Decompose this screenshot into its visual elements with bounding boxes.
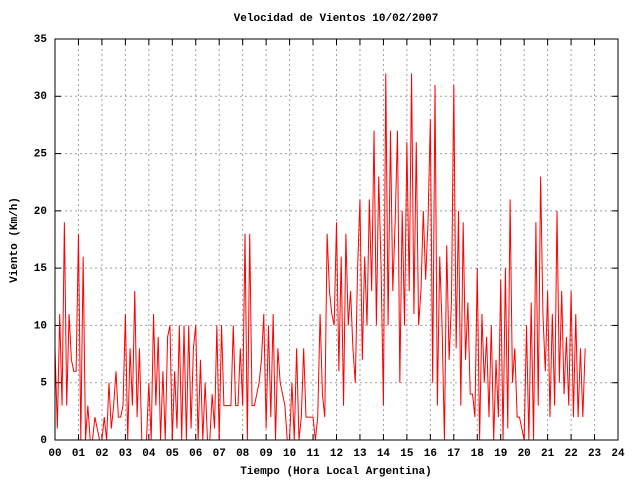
x-tick-label: 05	[166, 448, 180, 460]
x-tick-label: 10	[283, 448, 296, 460]
x-tick-label: 17	[447, 448, 460, 460]
x-tick-label: 03	[119, 448, 133, 460]
x-tick-label: 23	[588, 448, 602, 460]
x-tick-label: 01	[72, 448, 86, 460]
x-tick-label: 09	[260, 448, 273, 460]
x-tick-label: 08	[236, 448, 250, 460]
y-tick-label: 10	[34, 320, 47, 332]
x-tick-label: 18	[471, 448, 485, 460]
chart-title: Velocidad de Vientos 10/02/2007	[234, 13, 439, 25]
x-tick-label: 21	[541, 448, 555, 460]
x-tick-label: 13	[353, 448, 367, 460]
x-tick-label: 15	[400, 448, 414, 460]
x-tick-label: 06	[189, 448, 202, 460]
y-tick-label: 20	[34, 206, 47, 218]
x-tick-label: 07	[213, 448, 226, 460]
y-tick-label: 35	[34, 34, 48, 46]
y-axis-label: Viento (Km/h)	[9, 197, 21, 283]
y-tick-label: 30	[34, 91, 47, 103]
y-tick-label: 5	[40, 378, 47, 390]
x-tick-label: 24	[611, 448, 625, 460]
x-tick-label: 04	[142, 448, 156, 460]
x-tick-label: 02	[95, 448, 108, 460]
x-axis-label: Tiempo (Hora Local Argentina)	[240, 466, 431, 478]
x-tick-label: 14	[377, 448, 391, 460]
y-tick-label: 15	[34, 263, 48, 275]
x-tick-label: 19	[494, 448, 507, 460]
x-tick-label: 11	[306, 448, 320, 460]
x-tick-label: 12	[330, 448, 343, 460]
plot-frame	[54, 38, 619, 441]
y-tick-label: 25	[34, 148, 48, 160]
x-tick-label: 20	[518, 448, 531, 460]
x-tick-label: 00	[48, 448, 61, 460]
x-tick-label: 22	[564, 448, 577, 460]
x-tick-label: 16	[424, 448, 437, 460]
y-tick-label: 0	[40, 435, 47, 447]
